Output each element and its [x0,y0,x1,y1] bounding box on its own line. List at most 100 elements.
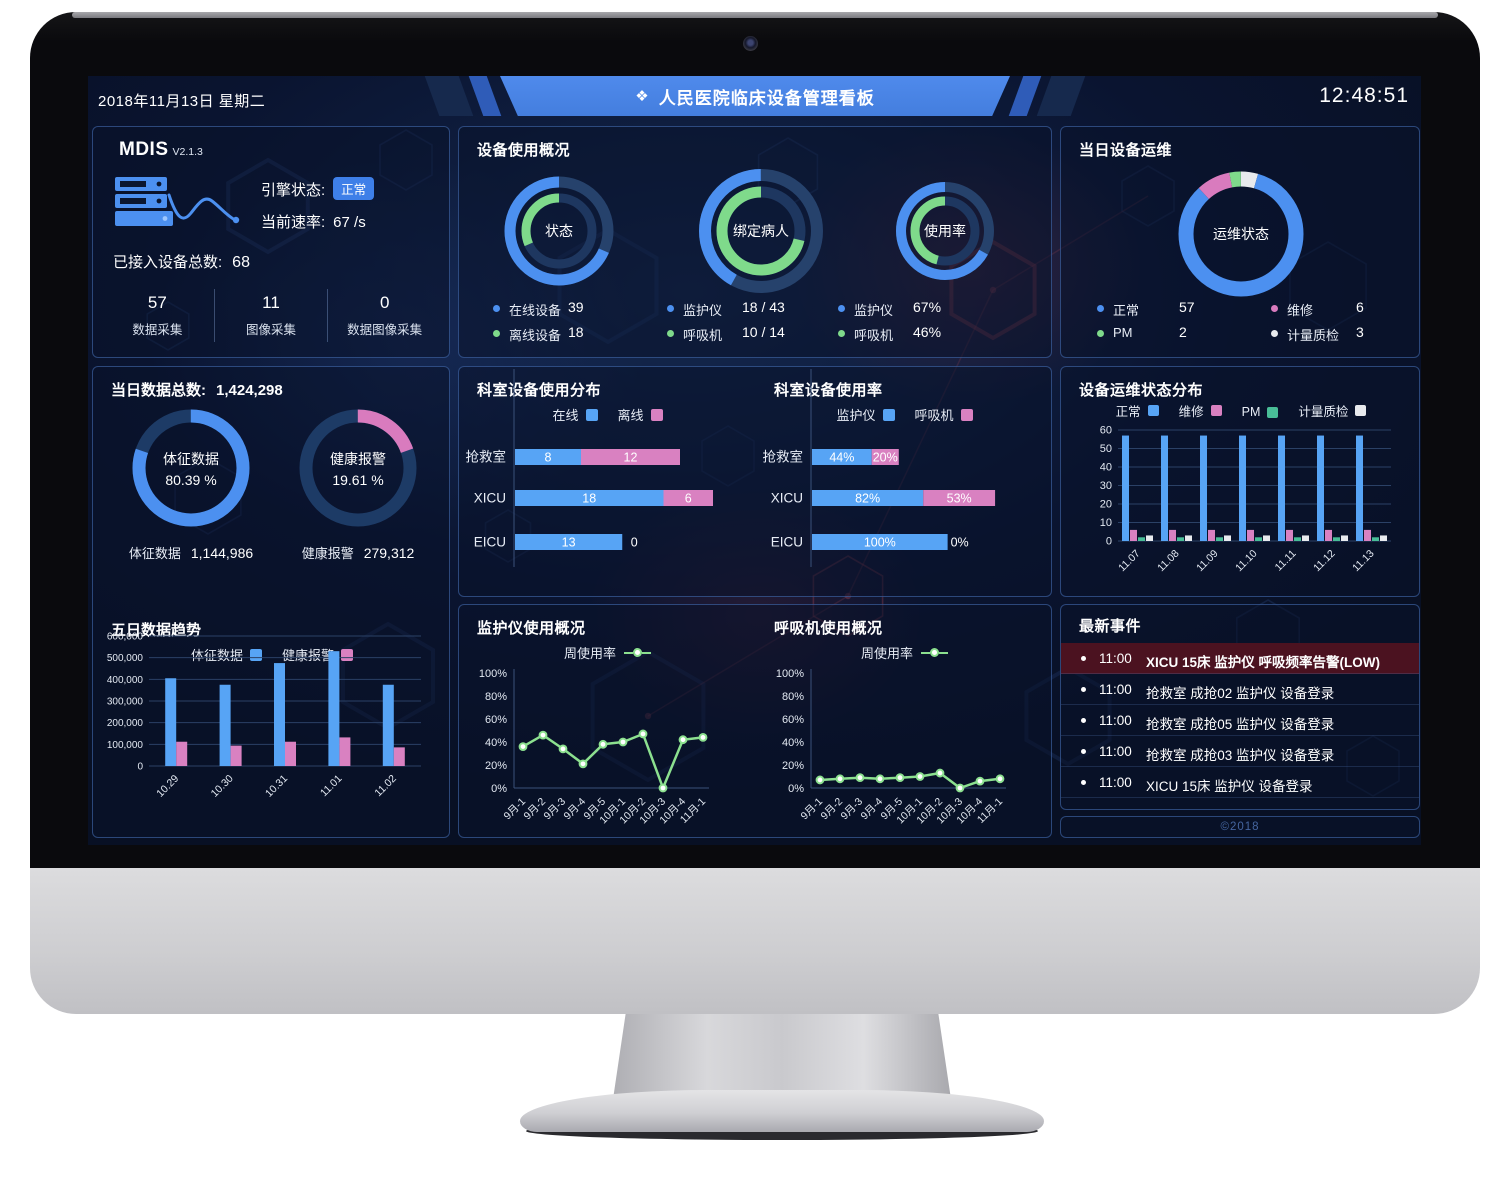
svg-text:10.31: 10.31 [263,773,290,800]
bullet-icon [1081,687,1086,692]
svg-text:抢救室: 抢救室 [466,449,507,465]
svg-text:0%: 0% [788,783,804,795]
legend-name: 计量质检 [1287,328,1340,343]
mdis-logo: MDIS V2.1.3 [119,139,203,161]
legend-name: 呼吸机 [914,408,954,423]
dashboard-screen: 2018年11月13日 星期二 ❖ 人民医院临床设备管理看板 12:48:51 … [88,76,1421,845]
panel-title: 设备运维状态分布 [1079,382,1204,399]
svg-text:100%: 100% [776,668,804,680]
donut-legend: 监护仪 18 / 43 呼吸机 10 / 14 [667,299,837,349]
line-seg [642,651,651,654]
legend-name: PM [1113,325,1133,340]
donut-center-label: 使用率 [893,179,997,283]
usage-donut-chart: 状态 [501,173,617,289]
svg-text:0: 0 [137,762,143,773]
legend-name: PM [1241,405,1261,419]
event-row: 11:00 抢救室 成抢05 监护仪 设备登录 [1061,705,1419,736]
donut-percent: 19.61 % [332,471,384,488]
footer-value: 279,312 [363,545,415,561]
donut-label: 健康报警 [330,450,386,467]
legend-item: 监护仪 [836,405,895,424]
legend-item: PM 2 [1097,324,1247,349]
svg-text:60%: 60% [782,714,804,726]
svg-text:80%: 80% [782,691,804,703]
svg-text:40%: 40% [782,737,804,749]
legend-swatch-icon [960,408,973,421]
svg-text:9月-2: 9月-2 [818,796,845,823]
footer-value: 1,144,986 [190,545,254,561]
stat-cell: 0 数据图像采集 [327,289,441,342]
trend-title: 五日数据趋势 [111,622,202,639]
donut-label: 体征数据 [163,450,219,467]
legend-item: 在线设备 39 [493,299,663,324]
legend-name: 正常 [1113,303,1140,318]
donut-center-label: 体征数据 80.39 % [129,406,253,530]
footer-label: 体征数据 [128,546,181,561]
copyright-text: ©2018 [1220,821,1260,833]
monitor-usage-line-chart: 0%20%40%60%80%100%9月-19月-29月-39月-49月-510… [479,668,709,826]
line-seg [939,651,948,654]
legend-swatch-icon [650,408,663,421]
svg-text:10: 10 [1100,517,1112,529]
donut-label: 状态 [545,223,573,239]
dept-usage-rate-chart: 抢救室 44% 20% XICU 82% 53% EICU 100% 0% [763,369,996,567]
legend-value: 18 / 43 [742,299,785,315]
svg-text:20%: 20% [485,760,507,772]
legend-name: 健康报警 [282,648,335,663]
legend-value: 18 [568,324,584,340]
legend-dot-icon [667,330,674,337]
svg-text:9月-3: 9月-3 [541,796,568,823]
svg-text:80%: 80% [485,691,507,703]
legend-swatch-icon [1147,405,1159,416]
line-dot [930,648,939,657]
event-text: 抢救室 成抢02 监护仪 设备登录 [1146,686,1335,701]
legend-item: 离线设备 18 [493,324,663,349]
event-row: 11:00 抢救室 成抢03 监护仪 设备登录 [1061,736,1419,767]
diamond-cluster-icon: ❖ [635,88,650,105]
svg-text:600,000: 600,000 [107,632,144,643]
svg-text:18: 18 [582,492,596,506]
legend-name: 计量质检 [1298,405,1349,419]
legend-item: 监护仪 18 / 43 [667,299,837,324]
bullet-icon [1081,718,1086,723]
legend-name: 监护仪 [836,408,876,423]
legend-name: 体征数据 [190,648,243,663]
donut-legend: 在线设备 39 离线设备 18 [493,299,663,349]
svg-text:11.13: 11.13 [1350,548,1377,575]
legend-name: 监护仪 [854,303,894,318]
daily-total-label: 当日数据总数: [111,382,206,399]
line-seg [921,651,930,654]
panel-maintenance-distribution: 设备运维状态分布 正常 维修 PM 计量质检 0 10 20 30 40 50 60 11.07 11… [1060,366,1420,597]
svg-text:60: 60 [1100,425,1112,437]
legend-dot-icon [1097,330,1104,337]
stat-value: 11 [262,293,280,312]
usage-donut-chart: 绑定病人 [695,165,827,297]
legend-name: 呼吸机 [683,328,723,343]
legend-item: 呼吸机 10 / 14 [667,324,837,349]
panel-daily-data: 当日数据总数: 1,424,298 体征数据 80.39 % 体征数据 1,144,98… [92,366,450,838]
legend-item: 正常 57 [1097,299,1247,324]
page-title-banner: ❖ 人民医院临床设备管理看板 [500,76,1010,116]
legend-dot-icon [838,305,845,312]
legend-value: 10 / 14 [742,324,785,340]
event-time: 11:00 [1099,713,1132,728]
header-date: 2018年11月13日 星期二 [98,93,266,110]
legend-value: 57 [1179,299,1195,315]
donut-center-label: 健康报警 19.61 % [296,406,420,530]
legend-dot-icon [493,305,500,312]
monitor-stand-base [520,1090,1044,1132]
monitor-top-edge [72,12,1438,18]
svg-text:11.08: 11.08 [1155,548,1182,575]
connected-devices-row: 已接入设备总数: 68 [113,251,250,272]
legend-name: 在线设备 [509,303,562,318]
svg-text:53%: 53% [947,492,972,506]
stat-label: 数据采集 [132,323,183,337]
monitor-chin [30,868,1480,1014]
svg-text:0%: 0% [951,536,969,550]
line-seg [624,651,633,654]
event-text: 抢救室 成抢05 监护仪 设备登录 [1146,717,1335,732]
donut-center-label: 运维状态 [1173,166,1309,302]
rate-label: 当前速率: [261,214,326,231]
daily-total-value: 1,424,298 [216,382,283,399]
legend-dot-icon [838,330,845,337]
